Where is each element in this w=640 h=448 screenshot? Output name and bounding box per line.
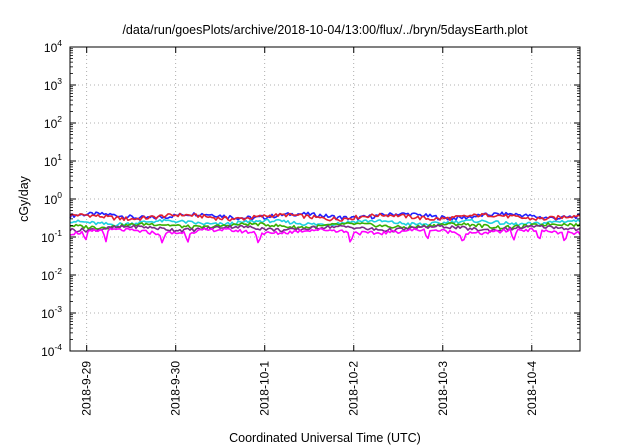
- y-tick-label: 10-1: [41, 228, 62, 245]
- x-tick-label: 2018-10-3: [436, 361, 450, 416]
- x-axis: 2018-9-29 2018-9-30 2018-10-1 2018-10-2 2018…: [80, 47, 539, 416]
- x-tick-label: 2018-10-4: [525, 361, 539, 416]
- series-line: [69, 212, 581, 222]
- x-tick-label: 2018-9-29: [80, 361, 94, 416]
- y-tick-label: 10-2: [41, 266, 62, 283]
- y-tick-label: 102: [44, 114, 62, 131]
- x-tick-label: 2018-10-1: [258, 361, 272, 416]
- series-line: [69, 227, 581, 244]
- series-group: [69, 211, 581, 244]
- y-axis: 10-4 10-3 10-2 10-1 100 101 102 103 104: [41, 38, 580, 359]
- y-tick-label: 10-4: [41, 342, 62, 359]
- series-line: [69, 222, 581, 230]
- x-tick-label: 2018-9-30: [169, 361, 183, 416]
- x-axis-label: Coordinated Universal Time (UTC): [229, 431, 421, 445]
- y-tick-label: 10-3: [41, 304, 62, 321]
- y-axis-label: cGy/day: [17, 175, 31, 222]
- y-tick-label: 104: [44, 38, 62, 55]
- x-tick-label: 2018-10-2: [347, 361, 361, 416]
- grid-lines: [70, 47, 580, 351]
- chart-title: /data/run/goesPlots/archive/2018-10-04/1…: [122, 23, 528, 37]
- y-tick-label: 100: [44, 190, 62, 207]
- y-tick-label: 103: [44, 76, 62, 93]
- series-line: [69, 224, 581, 233]
- y-tick-label: 101: [44, 152, 62, 169]
